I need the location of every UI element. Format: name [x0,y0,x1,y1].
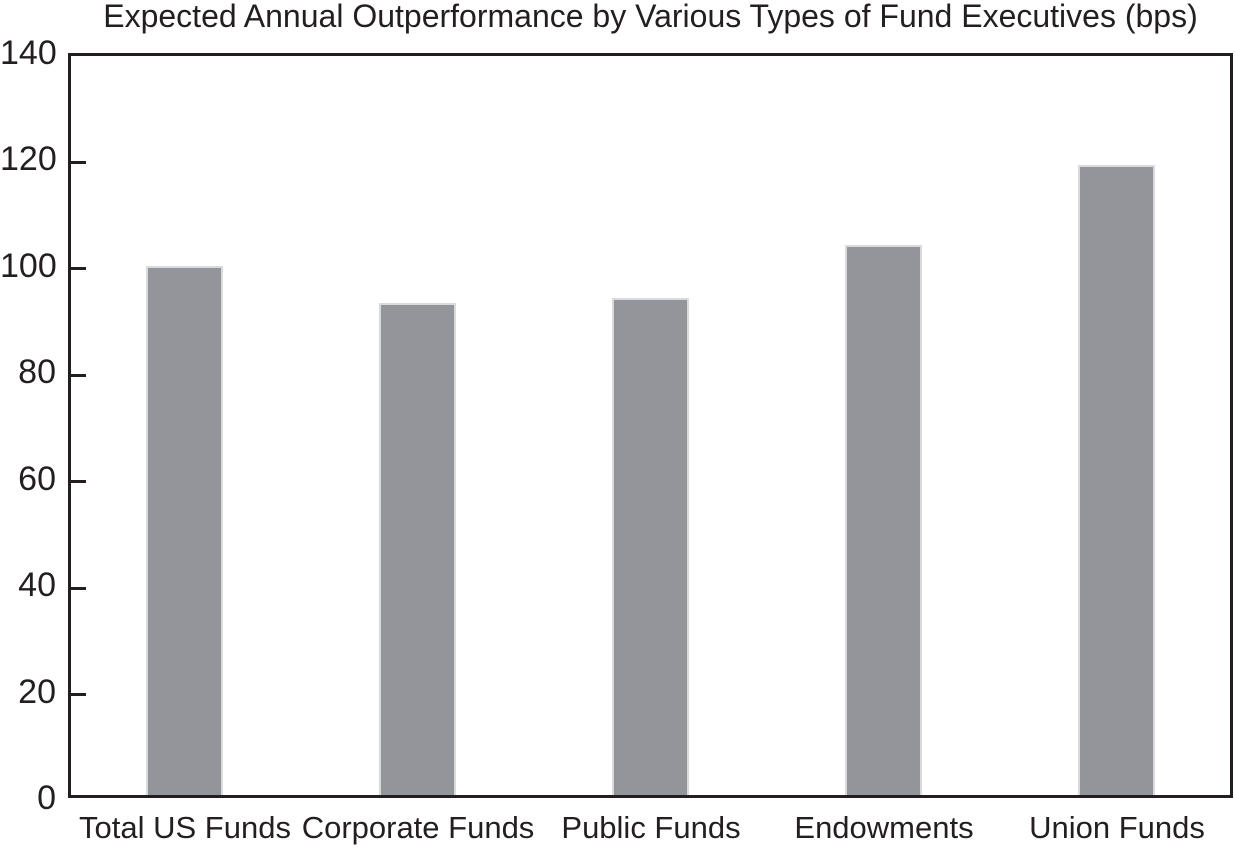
y-tick-mark-120 [71,161,86,164]
y-tick-mark-80 [71,374,86,377]
x-tick-label-endowments: Endowments [794,810,974,845]
x-tick-label-corporate-funds: Corporate Funds [301,810,535,845]
y-tick-label-120: 120 [0,140,57,178]
plot-area [68,53,1233,798]
x-tick-label-union-funds: Union Funds [1029,810,1205,845]
y-tick-label-60: 60 [18,460,56,498]
bar-endowments [845,245,922,795]
y-tick-mark-20 [71,693,86,696]
x-tick-label-public-funds: Public Funds [561,810,741,845]
bar-public-funds [612,298,689,795]
bar-union-funds [1078,165,1155,795]
y-tick-label-140: 140 [0,34,57,72]
y-tick-label-80: 80 [18,353,56,391]
y-tick-label-0: 0 [37,779,56,817]
bar-corporate-funds [379,303,456,795]
y-tick-mark-60 [71,480,86,483]
y-tick-label-100: 100 [0,247,57,285]
chart-title: Expected Annual Outperformance by Variou… [103,0,1198,34]
y-tick-mark-100 [71,267,86,270]
y-tick-label-20: 20 [18,673,56,711]
bar-total-us-funds [146,266,223,795]
x-tick-label-total-us-funds: Total US Funds [79,810,291,845]
y-tick-mark-40 [71,587,86,590]
y-tick-label-40: 40 [18,566,56,604]
